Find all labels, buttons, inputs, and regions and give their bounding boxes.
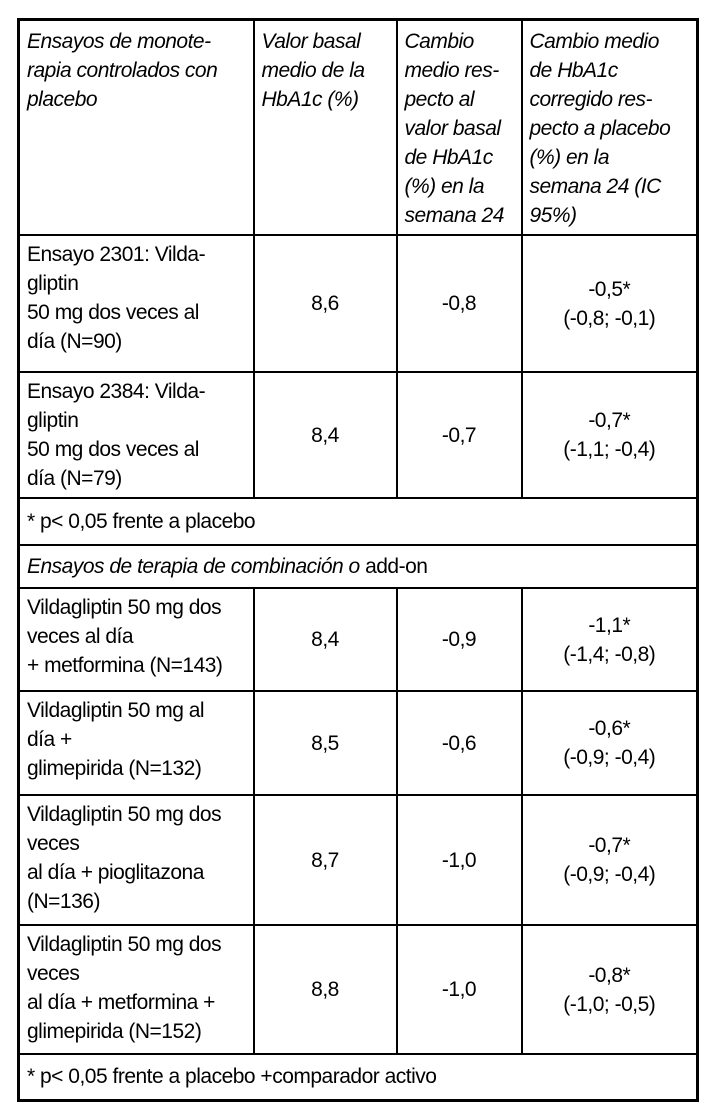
corrected-change-value: -0,8* (-1,0; -0,5): [520, 924, 699, 1055]
baseline-value: 8,4: [252, 587, 398, 692]
trial-label-cell: Vildagliptin 50 mg dos veces al día + me…: [17, 587, 255, 692]
header-corrected-column: Cambio medio de HbA1c corregido res- pec…: [520, 18, 699, 236]
corrected-change-value: -0,7* (-0,9; -0,4): [520, 794, 699, 926]
baseline-value: 8,8: [252, 924, 398, 1055]
baseline-value: 8,4: [252, 371, 398, 499]
header-change-column: Cambio medio res- pecto al valor basal d…: [395, 18, 523, 236]
corrected-change-value: -0,7* (-1,1; -0,4): [520, 371, 699, 499]
footnote-combination: * p< 0,05 frente a placebo +comparador a…: [17, 1053, 699, 1101]
corrected-change-value: -1,1* (-1,4; -0,8): [520, 587, 699, 692]
trial-label-cell: Ensayo 2301: Vilda- gliptin 50 mg dos ve…: [17, 234, 255, 373]
baseline-value: 8,7: [252, 794, 398, 926]
trial-label-cell: Vildagliptin 50 mg dos veces al día + me…: [17, 924, 255, 1055]
change-value: -0,9: [395, 587, 523, 692]
table-row-trial-2301: Ensayo 2301: Vilda- gliptin 50 mg dos ve…: [17, 234, 699, 373]
footnote-row-monotherapy: * p< 0,05 frente a placebo: [17, 497, 699, 546]
baseline-value: 8,5: [252, 690, 398, 796]
table-row-pioglitazona: Vildagliptin 50 mg dos veces al día + pi…: [17, 794, 699, 926]
change-value: -0,7: [395, 371, 523, 499]
change-value: -0,8: [395, 234, 523, 373]
header-baseline-column: Valor basal medio de la HbA1c (%): [252, 18, 398, 236]
table-row-glimepirida: Vildagliptin 50 mg al día + glimepirida …: [17, 690, 699, 796]
combination-section-header-row: Ensayos de terapia de combinación o add-…: [17, 544, 699, 589]
trial-label-cell: Ensayo 2384: Vilda- gliptin 50 mg dos ve…: [17, 371, 255, 499]
table-row-trial-2384: Ensayo 2384: Vilda- gliptin 50 mg dos ve…: [17, 371, 699, 499]
vildagliptin-trials-table: Ensayos de monote- rapia controlados con…: [17, 18, 699, 1102]
trial-label-cell: Vildagliptin 50 mg al día + glimepirida …: [17, 690, 255, 796]
section-title-italic-part: Ensayos de terapia de combinación o: [27, 555, 360, 578]
table-header-row: Ensayos de monote- rapia controlados con…: [17, 18, 699, 236]
corrected-change-value: -0,5* (-0,8; -0,1): [520, 234, 699, 373]
table-row-metformina-glimepirida: Vildagliptin 50 mg dos veces al día + me…: [17, 924, 699, 1055]
footnote-monotherapy: * p< 0,05 frente a placebo: [17, 497, 699, 546]
baseline-value: 8,6: [252, 234, 398, 373]
header-study-column: Ensayos de monote- rapia controlados con…: [17, 18, 255, 236]
change-value: -0,6: [395, 690, 523, 796]
footnote-row-combination: * p< 0,05 frente a placebo +comparador a…: [17, 1053, 699, 1101]
trial-label-cell: Vildagliptin 50 mg dos veces al día + pi…: [17, 794, 255, 926]
table-row-metformina: Vildagliptin 50 mg dos veces al día + me…: [17, 587, 699, 692]
section-title-regular-part: add-on: [359, 555, 428, 578]
corrected-change-value: -0,6* (-0,9; -0,4): [520, 690, 699, 796]
combination-section-title: Ensayos de terapia de combinación o add-…: [17, 544, 699, 589]
change-value: -1,0: [395, 794, 523, 926]
change-value: -1,0: [395, 924, 523, 1055]
